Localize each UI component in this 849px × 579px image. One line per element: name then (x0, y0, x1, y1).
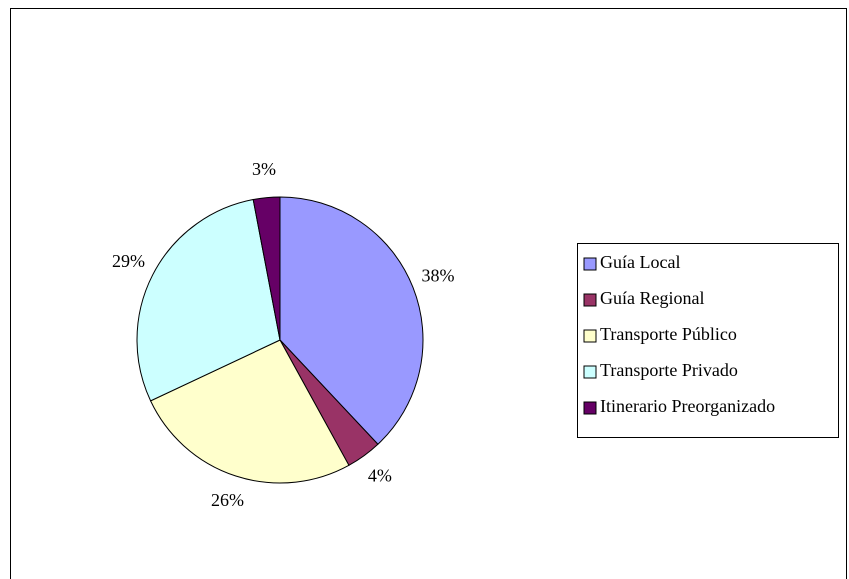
pie-slice (279, 196, 424, 445)
data-label: 3% (252, 159, 276, 179)
legend-box (577, 243, 839, 438)
pie-slice (252, 196, 281, 341)
legend-swatch (583, 329, 597, 343)
data-label: 38% (422, 266, 455, 286)
legend-swatch (583, 365, 597, 379)
data-label: 29% (112, 251, 145, 271)
legend-label: Transporte Privado (600, 360, 738, 380)
pie-slice (149, 339, 350, 484)
pie-slice (136, 198, 281, 402)
legend-swatch (583, 257, 597, 271)
legend-label: Itinerario Preorganizado (600, 396, 775, 416)
data-label: 26% (211, 490, 244, 510)
legend-label: Guía Regional (600, 288, 704, 308)
legend-swatch (583, 293, 597, 307)
legend-label: Guía Local (600, 252, 680, 272)
legend-label: Transporte Público (600, 324, 737, 344)
data-label: 4% (368, 466, 392, 486)
legend-swatch (583, 401, 597, 415)
